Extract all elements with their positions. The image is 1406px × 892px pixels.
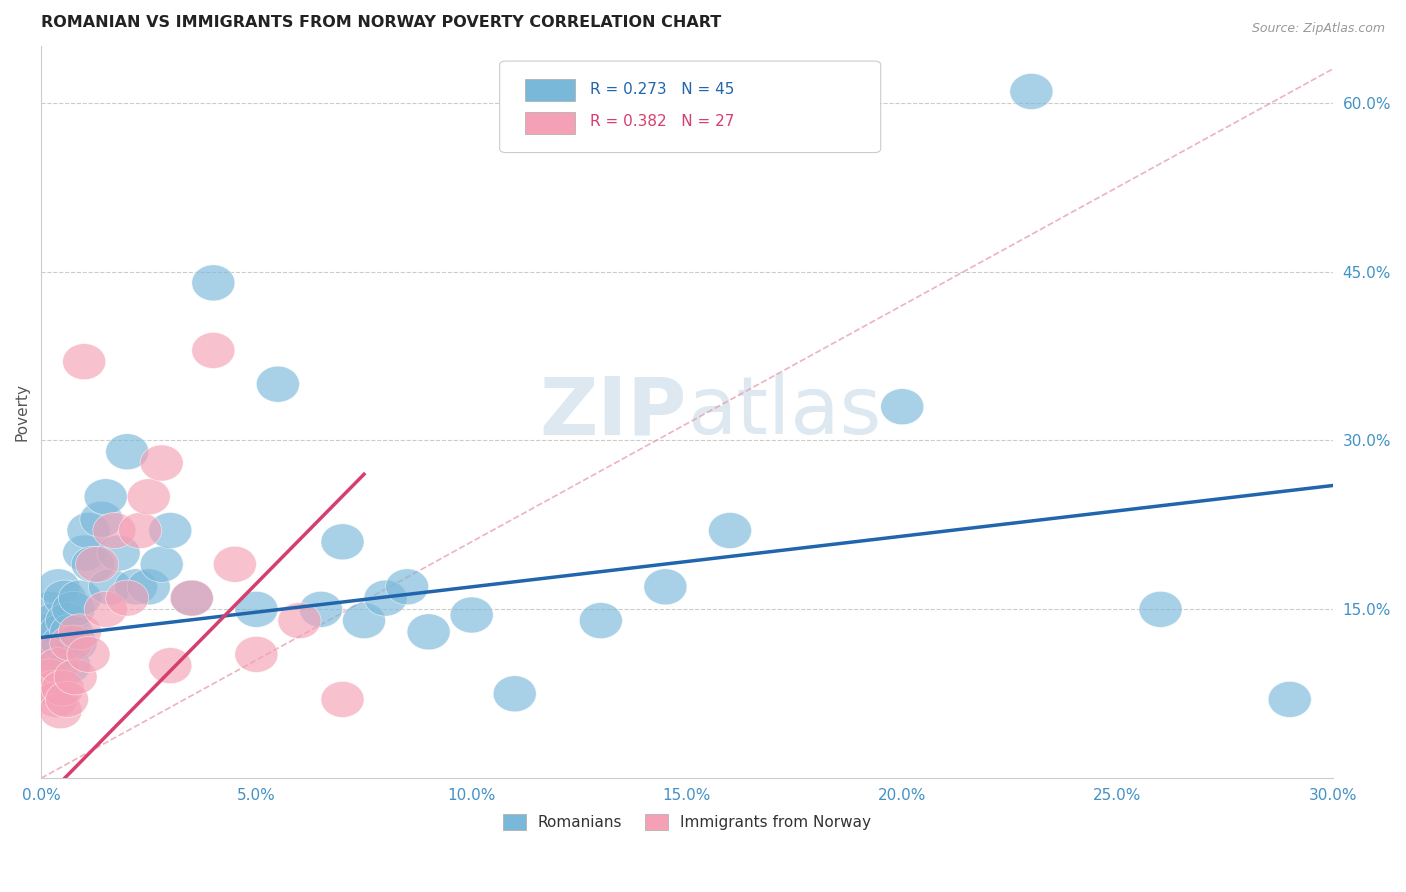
Text: ROMANIAN VS IMMIGRANTS FROM NORWAY POVERTY CORRELATION CHART: ROMANIAN VS IMMIGRANTS FROM NORWAY POVER…	[41, 15, 721, 30]
Ellipse shape	[67, 513, 110, 549]
Ellipse shape	[191, 265, 235, 301]
FancyBboxPatch shape	[526, 79, 575, 102]
Text: ZIP: ZIP	[540, 374, 688, 451]
Ellipse shape	[299, 591, 343, 627]
Ellipse shape	[37, 648, 80, 683]
Ellipse shape	[72, 546, 114, 582]
Ellipse shape	[127, 479, 170, 515]
Ellipse shape	[118, 513, 162, 549]
Ellipse shape	[53, 625, 97, 661]
Ellipse shape	[709, 513, 752, 549]
Ellipse shape	[114, 569, 157, 605]
Ellipse shape	[35, 636, 77, 673]
Ellipse shape	[880, 389, 924, 425]
Ellipse shape	[105, 580, 149, 616]
Ellipse shape	[80, 501, 122, 537]
Ellipse shape	[141, 546, 183, 582]
Ellipse shape	[58, 614, 101, 650]
Y-axis label: Poverty: Poverty	[15, 384, 30, 442]
Ellipse shape	[214, 546, 256, 582]
Ellipse shape	[1139, 591, 1182, 627]
Ellipse shape	[97, 535, 141, 571]
Ellipse shape	[52, 591, 96, 627]
Ellipse shape	[105, 434, 149, 470]
Ellipse shape	[41, 625, 84, 661]
Ellipse shape	[84, 479, 127, 515]
Ellipse shape	[32, 603, 76, 639]
Ellipse shape	[321, 681, 364, 717]
Ellipse shape	[49, 614, 93, 650]
Ellipse shape	[127, 569, 170, 605]
Ellipse shape	[579, 603, 623, 639]
Ellipse shape	[235, 636, 278, 673]
Ellipse shape	[170, 580, 214, 616]
Ellipse shape	[256, 367, 299, 402]
Ellipse shape	[149, 513, 191, 549]
Ellipse shape	[39, 693, 82, 729]
FancyBboxPatch shape	[526, 112, 575, 134]
Ellipse shape	[49, 625, 93, 661]
Ellipse shape	[58, 580, 101, 616]
Ellipse shape	[93, 513, 136, 549]
Text: R = 0.382   N = 27: R = 0.382 N = 27	[591, 114, 734, 129]
Ellipse shape	[48, 648, 90, 683]
Ellipse shape	[494, 676, 536, 712]
Ellipse shape	[408, 614, 450, 650]
Legend: Romanians, Immigrants from Norway: Romanians, Immigrants from Norway	[496, 808, 877, 837]
Text: Source: ZipAtlas.com: Source: ZipAtlas.com	[1251, 22, 1385, 36]
Ellipse shape	[35, 681, 77, 717]
Ellipse shape	[41, 670, 84, 706]
Ellipse shape	[385, 569, 429, 605]
Ellipse shape	[170, 580, 214, 616]
Ellipse shape	[32, 670, 76, 706]
Ellipse shape	[45, 681, 89, 717]
Ellipse shape	[278, 603, 321, 639]
Ellipse shape	[63, 535, 105, 571]
Ellipse shape	[39, 614, 82, 650]
Ellipse shape	[141, 445, 183, 481]
Text: R = 0.273   N = 45: R = 0.273 N = 45	[591, 82, 734, 97]
Ellipse shape	[321, 524, 364, 560]
Ellipse shape	[24, 636, 67, 673]
Ellipse shape	[63, 343, 105, 380]
Ellipse shape	[644, 569, 688, 605]
Ellipse shape	[45, 603, 89, 639]
Ellipse shape	[235, 591, 278, 627]
Ellipse shape	[84, 591, 127, 627]
Ellipse shape	[450, 597, 494, 633]
Ellipse shape	[364, 580, 408, 616]
Ellipse shape	[76, 546, 118, 582]
Ellipse shape	[28, 591, 72, 627]
Ellipse shape	[1010, 73, 1053, 110]
Ellipse shape	[44, 580, 86, 616]
Ellipse shape	[1268, 681, 1312, 717]
Ellipse shape	[191, 333, 235, 368]
Ellipse shape	[53, 659, 97, 695]
Ellipse shape	[67, 636, 110, 673]
FancyBboxPatch shape	[499, 61, 880, 153]
Ellipse shape	[149, 648, 191, 683]
Ellipse shape	[89, 569, 132, 605]
Ellipse shape	[37, 569, 80, 605]
Text: atlas: atlas	[688, 374, 882, 451]
Ellipse shape	[28, 659, 72, 695]
Ellipse shape	[343, 603, 385, 639]
Ellipse shape	[27, 614, 69, 650]
